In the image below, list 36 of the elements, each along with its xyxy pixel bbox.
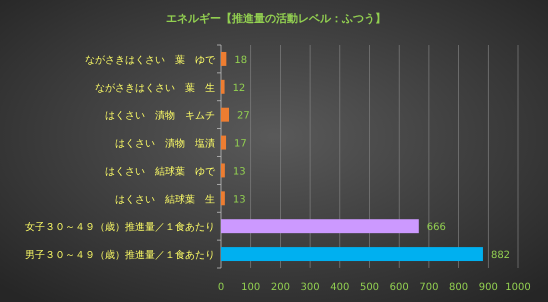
x-tick-label: 900	[478, 282, 498, 293]
y-tick-label: はくさい 結球葉 生	[115, 193, 215, 206]
data-label: 12	[232, 82, 246, 94]
x-tick-label: 800	[449, 282, 468, 293]
x-tick-label: 400	[330, 282, 350, 293]
bar	[221, 247, 483, 262]
x-tick-label: 100	[241, 282, 260, 293]
bar	[221, 219, 419, 234]
y-tick-label: はくさい 漬物 キムチ	[105, 110, 215, 122]
y-tick-label: 女子３０～４９（歳）推進量／１食あたり	[25, 221, 215, 234]
data-label: 13	[232, 194, 246, 206]
data-label: 666	[426, 222, 446, 234]
x-tick-label: 1000	[505, 282, 531, 293]
x-tick-label: 200	[270, 282, 290, 293]
bar	[221, 108, 230, 122]
x-tick-label: 300	[300, 282, 320, 293]
data-label: 18	[234, 54, 248, 66]
data-label: 27	[237, 110, 250, 122]
bar	[221, 136, 226, 150]
chart-title: エネルギー【推進量の活動レベル：ふつう】	[166, 12, 386, 25]
bar	[221, 191, 225, 206]
bar	[221, 52, 226, 66]
bar	[221, 80, 225, 94]
y-tick-label: はくさい 結球葉 ゆで	[105, 165, 216, 178]
x-tick-label: 700	[419, 282, 438, 293]
y-tick-label: 男子３０～４９（歳）推進量／１食あたり	[25, 249, 215, 262]
data-label: 13	[232, 166, 246, 178]
bar	[221, 163, 225, 178]
y-tick-label: ながさきはくさい 葉 ゆで	[85, 54, 216, 66]
x-tick-label: 500	[360, 282, 380, 293]
x-tick-label: 600	[390, 282, 409, 293]
data-label: 882	[490, 250, 510, 262]
y-tick-label: ながさきはくさい 葉 生	[95, 82, 215, 94]
y-tick-label: はくさい 漬物 塩漬	[115, 138, 215, 150]
x-tick-label: 0	[218, 282, 224, 293]
data-label: 17	[234, 138, 247, 150]
